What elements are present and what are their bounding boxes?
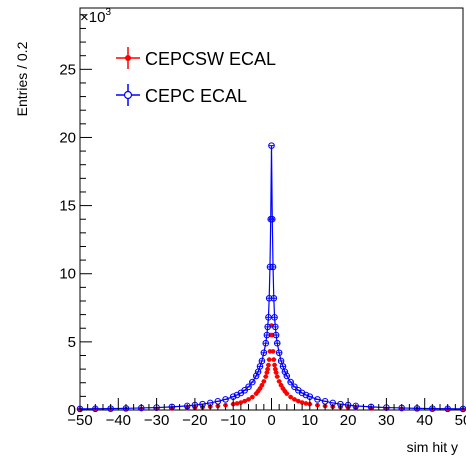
data-point (302, 391, 310, 399)
legend-item: CEPC ECAL (116, 84, 247, 106)
data-point (252, 372, 260, 380)
data-point (234, 401, 240, 406)
data-point (238, 400, 244, 405)
x-tick-label: 50 (455, 412, 466, 429)
x-tick-label: −20 (182, 412, 207, 429)
legend-marker-dot (123, 90, 133, 100)
data-point (258, 357, 266, 365)
x-tick-label: 20 (340, 412, 357, 429)
y-tick-label: 0 (68, 402, 76, 419)
data-point (268, 142, 275, 149)
x-tick-label: −50 (67, 412, 92, 429)
data-point (271, 314, 278, 321)
data-point (263, 374, 269, 379)
y-tick-label: 25 (59, 61, 76, 78)
data-point (246, 397, 251, 402)
data-point (242, 398, 247, 404)
data-point (259, 382, 265, 388)
data-point (266, 362, 271, 368)
x-tick-label: 10 (301, 412, 318, 429)
data-point (263, 331, 271, 339)
data-point (241, 386, 248, 394)
data-point (291, 383, 298, 391)
x-tick-label: −40 (106, 412, 131, 429)
data-point (260, 349, 268, 357)
data-point (269, 263, 277, 271)
data-point (272, 323, 279, 331)
data-point (284, 391, 290, 396)
y-multiplier-exponent: 3 (105, 7, 111, 18)
data-point (314, 396, 321, 403)
data-point (283, 372, 291, 380)
data-point (222, 396, 229, 403)
x-axis-title: sim hit y (407, 439, 458, 455)
y-tick-label: 15 (59, 198, 76, 215)
data-point (265, 366, 270, 372)
data-point (299, 400, 305, 405)
data-point (266, 357, 272, 362)
legend-marker-dot (125, 55, 131, 61)
data-point (275, 349, 283, 357)
data-point (245, 383, 252, 391)
data-point (268, 215, 276, 223)
data-point (271, 357, 277, 362)
legend-label: CEPC ECAL (145, 86, 247, 106)
data-point (296, 398, 301, 404)
data-point (274, 374, 280, 379)
legend-item: CEPCSW ECAL (116, 47, 276, 69)
data-point (276, 379, 282, 384)
series-layer (76, 142, 466, 413)
data-point (273, 339, 281, 347)
y-tick-label: 10 (59, 266, 76, 283)
x-tick-label: 40 (416, 412, 433, 429)
data-point (270, 294, 278, 302)
y-tick-label: 20 (59, 129, 76, 146)
x-tick-label: 0 (267, 412, 275, 429)
data-point (262, 339, 270, 347)
data-point (288, 394, 293, 400)
legend-label: CEPCSW ECAL (145, 49, 276, 69)
data-point (273, 370, 279, 375)
data-point (270, 349, 276, 354)
data-point (250, 394, 255, 400)
legend: CEPCSW ECAL CEPC ECAL (116, 47, 276, 106)
data-point (272, 331, 280, 339)
series-cepc-ecal (76, 142, 466, 413)
data-point (233, 391, 241, 399)
y-axis-title: Entries / 0.2 (14, 41, 30, 116)
data-point (261, 379, 267, 384)
data-point (287, 378, 294, 386)
data-point (272, 362, 277, 368)
series-line (79, 145, 464, 410)
data-point (298, 389, 306, 397)
x-tick-label: −10 (220, 412, 245, 429)
data-point (265, 314, 272, 321)
data-point (292, 397, 297, 402)
data-point (303, 401, 309, 406)
data-point (264, 323, 271, 331)
y-tick-label: 5 (68, 334, 76, 351)
y-axis: 0 5 10 15 20 25 (59, 14, 92, 419)
x-tick-label: −30 (144, 412, 169, 429)
x-tick-label: 30 (378, 412, 395, 429)
data-point (281, 368, 289, 376)
x-axis: −50 −40 −30 −20 −10 0 10 20 30 40 50 (67, 398, 466, 429)
y-multiplier-label: ×103 (80, 7, 111, 26)
data-point (249, 378, 256, 386)
